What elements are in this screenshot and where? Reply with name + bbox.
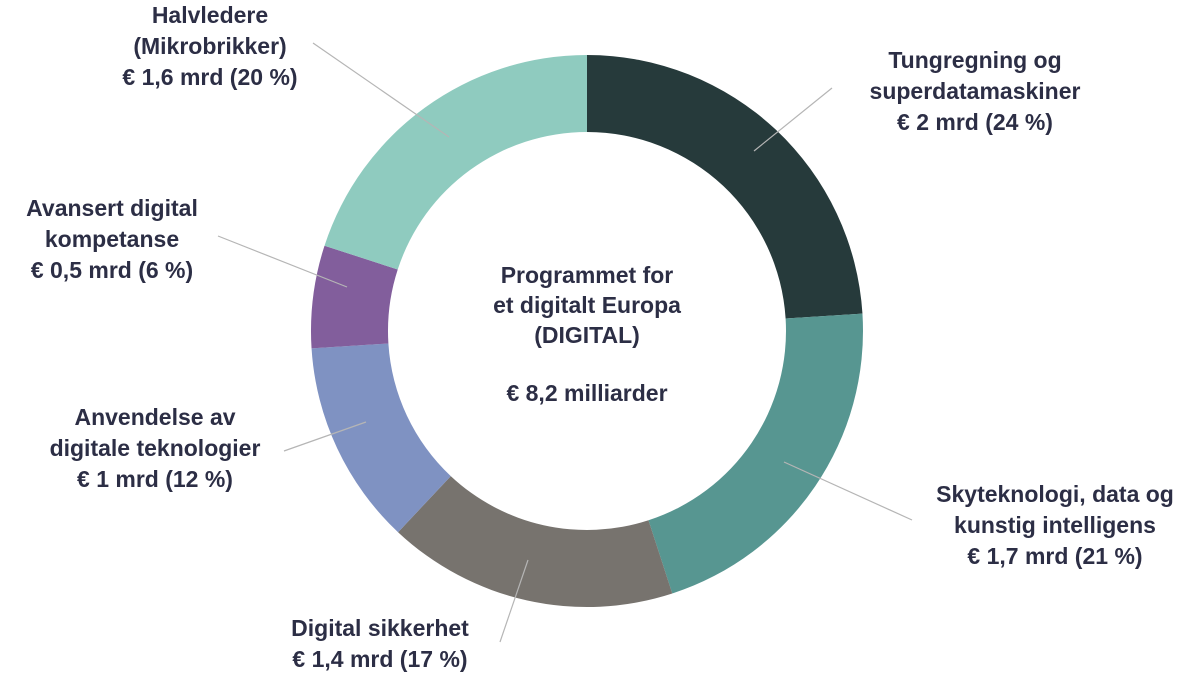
leader-line-4 bbox=[283, 421, 367, 452]
center-title-line-3: (DIGITAL) bbox=[534, 322, 640, 348]
leader-lines bbox=[217, 42, 913, 643]
center-title-line-1: Programmet for bbox=[501, 262, 674, 288]
slice-1 bbox=[587, 55, 863, 319]
slice-label-3-line-1: Digital sikkerhet bbox=[291, 615, 469, 641]
slice-5 bbox=[311, 245, 398, 349]
slice-label-1-line-2: superdatamaskiner bbox=[870, 78, 1081, 104]
slice-label-2-line-1: Skyteknologi, data og bbox=[936, 481, 1174, 507]
center-title-line-2: et digitalt Europa bbox=[493, 292, 681, 318]
center-label: Programmet for et digitalt Europa (DIGIT… bbox=[493, 262, 681, 406]
slice-label-4-line-2: digitale teknologier bbox=[50, 435, 261, 461]
leader-line-5 bbox=[217, 235, 348, 288]
slice-2 bbox=[648, 313, 863, 594]
leader-line-1 bbox=[753, 87, 833, 152]
leader-line-2 bbox=[783, 461, 913, 521]
slice-value-label-1: € 2 mrd (24 %) bbox=[897, 109, 1053, 135]
leader-line-6 bbox=[312, 42, 450, 138]
slice-4 bbox=[311, 343, 451, 533]
slice-label-6-line-1: Halvledere bbox=[152, 2, 268, 28]
slice-3 bbox=[398, 476, 673, 607]
slice-value-label-6: € 1,6 mrd (20 %) bbox=[122, 64, 297, 90]
leader-line-3 bbox=[499, 559, 529, 643]
slice-label-5-line-2: kompetanse bbox=[45, 226, 179, 252]
slice-label-6-line-2: (Mikrobrikker) bbox=[133, 33, 286, 59]
slice-value-label-5: € 0,5 mrd (6 %) bbox=[31, 257, 193, 283]
slice-labels: Tungregning og superdatamaskiner € 2 mrd (… bbox=[26, 2, 1174, 672]
slice-label-5-line-1: Avansert digital bbox=[26, 195, 198, 221]
donut-slices bbox=[311, 55, 863, 607]
slice-6 bbox=[324, 55, 587, 270]
slice-label-4-line-1: Anvendelse av bbox=[74, 404, 235, 430]
center-total: € 8,2 milliarder bbox=[506, 380, 667, 406]
slice-label-1-line-1: Tungregning og bbox=[888, 47, 1061, 73]
slice-label-2-line-2: kunstig intelligens bbox=[954, 512, 1156, 538]
slice-value-label-2: € 1,7 mrd (21 %) bbox=[967, 543, 1142, 569]
slice-value-label-3: € 1,4 mrd (17 %) bbox=[292, 646, 467, 672]
slice-value-label-4: € 1 mrd (12 %) bbox=[77, 466, 233, 492]
